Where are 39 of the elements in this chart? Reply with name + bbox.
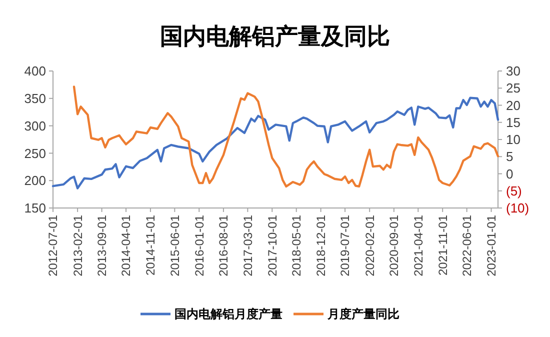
x-tick-label: 2013-09-01 (94, 214, 109, 276)
x-tick-label: 2021-04-01 (411, 214, 426, 276)
y2-tick-label: (5) (506, 183, 522, 198)
x-tick-label: 2022-06-01 (460, 214, 474, 276)
y-tick-label: 400 (24, 64, 46, 79)
x-tick-label: 2020-02-01 (362, 214, 377, 276)
y-tick-label: 250 (24, 146, 46, 161)
x-tick-label: 2014-11-01 (144, 214, 158, 276)
x-tick-label: 2018-12-01 (314, 214, 328, 276)
x-tick-label: 2016-08-01 (216, 214, 231, 276)
y-tick-label: 300 (24, 118, 46, 134)
x-tick-label: 2017-10-01 (265, 214, 280, 276)
x-tick-label: 2015-06-01 (168, 214, 182, 276)
x-tick-label: 2021-11-01 (436, 214, 450, 276)
y-tick-label: 350 (24, 90, 46, 106)
y2-tick-label: 15 (506, 114, 520, 130)
y2-tick-label: 10 (506, 132, 520, 148)
x-tick-label: 2013-02-01 (70, 214, 85, 276)
x-tick-label: 2019-07-01 (338, 214, 352, 276)
x-tick-label: 2014-04-01 (119, 214, 134, 276)
x-tick-label: 2012-07-01 (46, 214, 60, 276)
x-tick-label: 2023-01-01 (484, 214, 498, 276)
x-tick-label: 2020-09-01 (387, 214, 402, 276)
y2-tick-label: 5 (506, 149, 514, 164)
y2-tick-label: 25 (506, 80, 520, 96)
x-tick-label: 2017-03-01 (240, 214, 255, 276)
chart-title: 国内电解铝产量及同比 (160, 23, 390, 50)
y-tick-label: 150 (24, 200, 46, 216)
y-tick-label: 200 (24, 173, 46, 188)
x-tick-label: 2016-01-01 (192, 214, 206, 276)
line-series (72, 86, 500, 188)
legend-label: 国内电解铝月度产量 (174, 307, 282, 322)
y2-tick-label: 20 (506, 98, 520, 113)
y2-tick-label: (10) (506, 200, 530, 216)
line-series (52, 96, 500, 190)
y2-tick-label: 0 (506, 166, 514, 182)
legend-label: 月度产量同比 (326, 307, 400, 322)
x-tick-label: 2018-05-01 (290, 214, 304, 276)
y2-tick-label: 30 (506, 64, 520, 79)
